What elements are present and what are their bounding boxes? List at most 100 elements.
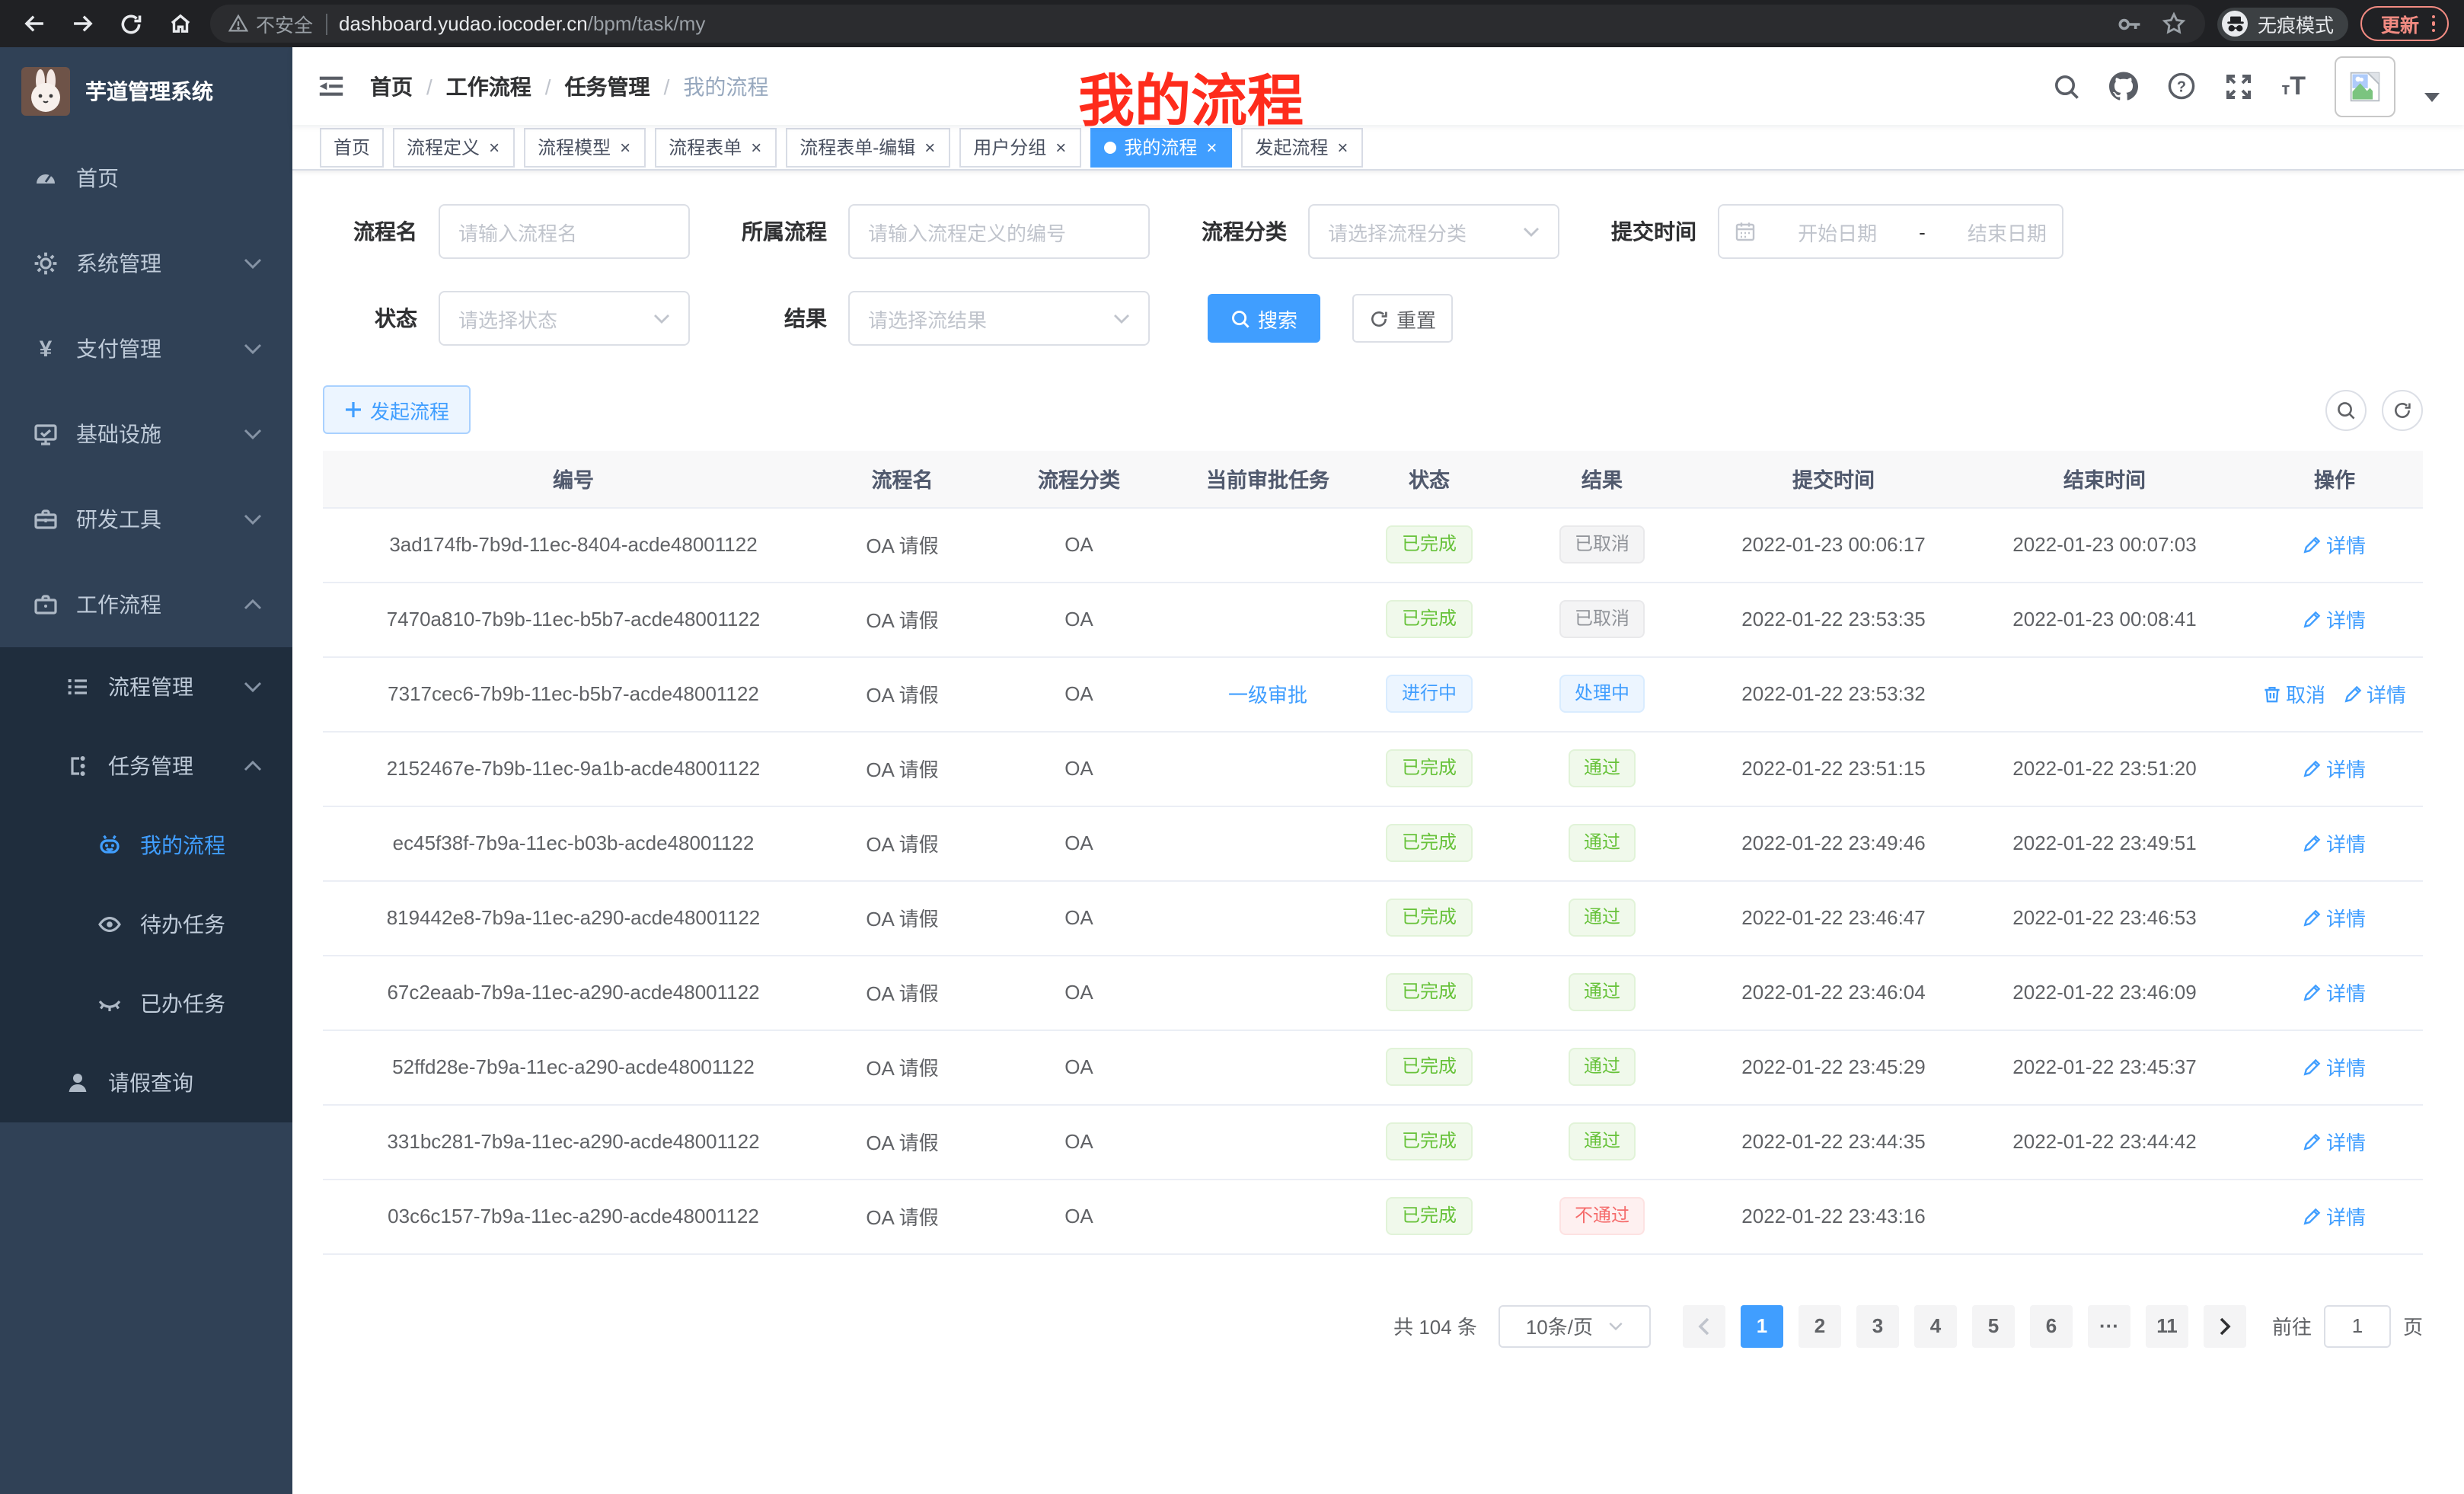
avatar-image[interactable] [2335, 56, 2395, 117]
result-badge: 不通过 [1559, 1197, 1645, 1235]
cell-actions: 取消 详情 [2246, 656, 2423, 732]
hamburger-icon[interactable] [317, 72, 346, 101]
page-button-3[interactable]: 3 [1856, 1304, 1899, 1347]
close-icon[interactable]: × [1055, 136, 1067, 158]
breadcrumb-separator: / [663, 74, 670, 98]
sidebar-item-todo-tasks[interactable]: 待办任务 [0, 885, 292, 964]
reset-button[interactable]: 重置 [1352, 294, 1454, 343]
sidebar-item-system[interactable]: 系统管理 [0, 221, 292, 306]
process-name-input[interactable]: 请输入流程名 [439, 204, 690, 259]
search-icon[interactable] [2053, 72, 2080, 100]
result-label: 结果 [784, 306, 827, 330]
page-button-2[interactable]: 2 [1798, 1304, 1841, 1347]
forward-icon[interactable] [64, 5, 101, 42]
detail-link[interactable]: 详情 [2303, 1202, 2366, 1231]
star-icon[interactable] [2162, 11, 2188, 37]
search-button[interactable]: 搜索 [1208, 294, 1321, 343]
incognito-badge: 无痕模式 [2217, 7, 2349, 40]
breadcrumb-item[interactable]: 任务管理 [564, 74, 650, 98]
cell-id: ec45f38f-7b9a-11ec-b03b-acde48001122 [323, 806, 824, 881]
cell-id: 03c6c157-7b9a-11ec-a290-acde48001122 [323, 1179, 824, 1254]
url-path: /bpm/task/my [587, 12, 706, 35]
help-icon[interactable]: ? [2167, 72, 2196, 101]
result-badge: 通过 [1568, 824, 1636, 862]
sidebar-item-my-process[interactable]: 我的流程 [0, 806, 292, 885]
cell-end-time: 2022-01-23 00:08:41 [1963, 582, 2246, 657]
page-button-4[interactable]: 4 [1913, 1304, 1957, 1347]
address-bar[interactable]: 不安全 dashboard.yudao.iocoder.cn/bpm/task/… [210, 5, 2206, 43]
fullscreen-icon[interactable] [2225, 72, 2252, 100]
close-icon[interactable]: × [1206, 136, 1218, 158]
prev-page-button[interactable] [1682, 1304, 1725, 1347]
submit-time-range[interactable]: 开始日期 - 结束日期 [1718, 204, 2063, 259]
close-icon[interactable]: × [751, 136, 762, 158]
app-logo[interactable]: 芋道管理系统 [0, 47, 292, 136]
sidebar-item-payment[interactable]: ¥ 支付管理 [0, 306, 292, 391]
create-process-button[interactable]: 发起流程 [323, 385, 471, 434]
tab-流程模型[interactable]: 流程模型 × [524, 127, 646, 167]
detail-link[interactable]: 详情 [2303, 530, 2366, 559]
caret-down-icon[interactable] [2424, 92, 2440, 101]
refresh-button[interactable] [2382, 389, 2423, 430]
browser-menu[interactable]: 更新 [2360, 6, 2449, 41]
sidebar-item-dev-tools[interactable]: 研发工具 [0, 477, 292, 562]
detail-link[interactable]: 详情 [2303, 754, 2366, 783]
cancel-link[interactable]: 取消 [2263, 679, 2325, 708]
detail-link[interactable]: 详情 [2303, 1052, 2366, 1081]
detail-link[interactable]: 详情 [2303, 978, 2366, 1007]
tab-流程表单[interactable]: 流程表单 × [655, 127, 777, 167]
page-button-6[interactable]: 6 [2029, 1304, 2073, 1347]
sidebar-item-task-mgmt[interactable]: 任务管理 [0, 726, 292, 806]
sidebar-item-process-mgmt[interactable]: 流程管理 [0, 647, 292, 726]
detail-link[interactable]: 详情 [2303, 1127, 2366, 1156]
sidebar-item-done-tasks[interactable]: 已办任务 [0, 964, 292, 1043]
sidebar-item-workflow[interactable]: 工作流程 [0, 562, 292, 647]
sidebar-item-infrastructure[interactable]: 基础设施 [0, 391, 292, 477]
sidebar-item-home[interactable]: 首页 [0, 136, 292, 221]
security-label[interactable]: 不安全 [256, 15, 314, 37]
detail-link[interactable]: 详情 [2303, 828, 2366, 857]
reload-icon[interactable] [113, 5, 149, 42]
page-size-select[interactable]: 10条/页 [1498, 1304, 1651, 1347]
tab-首页[interactable]: 首页 [320, 127, 385, 167]
page-button-1[interactable]: 1 [1740, 1304, 1783, 1347]
key-icon[interactable] [2116, 10, 2143, 37]
page-button-5[interactable]: 5 [1971, 1304, 2015, 1347]
status-select[interactable]: 请选择状态 [439, 291, 690, 346]
tab-发起流程[interactable]: 发起流程 × [1241, 127, 1364, 167]
goto-page-input[interactable]: 1 [2323, 1304, 2391, 1347]
current-task-link[interactable]: 一级审批 [1227, 684, 1307, 707]
more-vertical-icon[interactable] [2431, 14, 2435, 33]
chevron-right-icon [2220, 1317, 2231, 1335]
cell-process-name: OA 请假 [824, 731, 981, 806]
page-button-11[interactable]: 11 [2145, 1304, 2188, 1347]
tab-流程表单-编辑[interactable]: 流程表单-编辑 × [786, 127, 951, 167]
close-icon[interactable]: × [620, 136, 631, 158]
next-page-button[interactable] [2203, 1304, 2246, 1347]
tab-我的流程[interactable]: 我的流程 × [1090, 127, 1233, 167]
status-badge: 已完成 [1386, 525, 1472, 563]
toggle-search-button[interactable] [2325, 389, 2367, 430]
tab-流程定义[interactable]: 流程定义 × [393, 127, 515, 167]
close-icon[interactable]: × [489, 136, 500, 158]
category-select[interactable]: 请选择流程分类 [1308, 204, 1559, 259]
detail-link[interactable]: 详情 [2303, 903, 2366, 932]
home-icon[interactable] [161, 5, 198, 42]
detail-link[interactable]: 详情 [2344, 679, 2406, 708]
github-icon[interactable] [2109, 72, 2139, 101]
status-badge: 已完成 [1386, 1048, 1472, 1086]
close-icon[interactable]: × [924, 136, 936, 158]
detail-link[interactable]: 详情 [2303, 605, 2366, 634]
sidebar-item-leave-query[interactable]: 请假查询 [0, 1043, 292, 1122]
back-icon[interactable] [15, 5, 52, 42]
process-definition-input[interactable]: 请输入流程定义的编号 [848, 204, 1150, 259]
more-pages-button[interactable]: ··· [2087, 1304, 2130, 1347]
column-header: 状态 [1358, 451, 1500, 508]
tab-用户分组[interactable]: 用户分组 × [959, 127, 1082, 167]
breadcrumb-item[interactable]: 工作流程 [445, 74, 531, 98]
result-select[interactable]: 请选择流结果 [848, 291, 1150, 346]
font-size-icon[interactable]: тT [2281, 71, 2306, 100]
breadcrumb-item[interactable]: 首页 [370, 74, 413, 98]
cell-actions: 详情 [2246, 880, 2423, 956]
close-icon[interactable]: × [1337, 136, 1348, 158]
